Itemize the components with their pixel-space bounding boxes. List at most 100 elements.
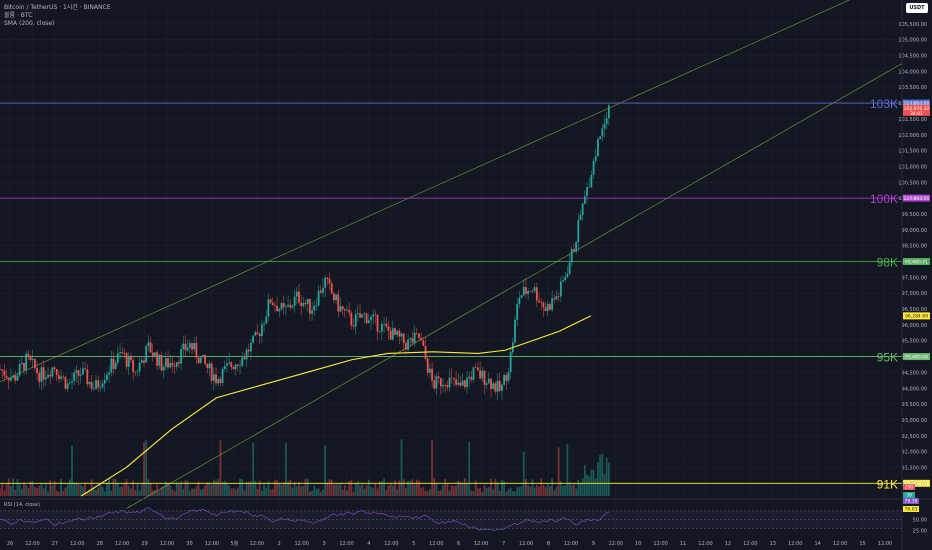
candle-body: [51, 367, 54, 377]
level-label: 103K: [870, 97, 898, 111]
volume-bar: [533, 487, 536, 496]
candle-body: [588, 187, 591, 188]
volume-bar: [230, 488, 233, 496]
volume-bar: [10, 486, 12, 496]
volume-bar: [485, 487, 488, 496]
candle-body: [164, 358, 167, 367]
volume-bar: [44, 482, 47, 496]
candle-body: [280, 303, 283, 309]
candle-body: [470, 376, 473, 380]
rsi-tag-text: 76.03: [905, 507, 918, 513]
volume-bar: [154, 490, 156, 496]
candle-body: [557, 296, 560, 297]
price-tick-label: 93,500.00: [902, 402, 927, 408]
volume-bar: [16, 479, 19, 496]
candle-body: [442, 385, 444, 387]
volume-bar: [472, 491, 475, 496]
level-tag: [903, 99, 930, 107]
channel-line: [126, 63, 903, 509]
volume-bar: [555, 486, 558, 496]
candle-body: [365, 313, 368, 324]
volume-bar: [520, 485, 523, 496]
price-tick-label: 99,500.00: [902, 212, 927, 218]
price-tick-label: 94,500.00: [902, 370, 927, 376]
candle-body: [202, 355, 204, 358]
volume-bar: [250, 481, 252, 496]
candle-body: [169, 363, 172, 368]
volume-bar: [295, 486, 298, 496]
candle-body: [97, 380, 100, 388]
volume-bar: [564, 485, 567, 496]
volume-bar: [607, 462, 610, 496]
volume-bar: [328, 479, 331, 496]
candle-body: [466, 378, 468, 388]
candle-body: [439, 378, 442, 387]
volume-bar: [49, 480, 52, 496]
level-tag-text: 91,000.00: [905, 481, 928, 487]
candle-body: [3, 370, 6, 376]
candle-body: [413, 332, 416, 343]
candle-body: [308, 298, 311, 314]
volume-bar: [173, 491, 176, 496]
candle-body: [354, 314, 357, 327]
price-tick-label: 91,500.00: [902, 465, 927, 471]
volume-bar: [217, 479, 220, 496]
candles: [0, 104, 610, 401]
time-tick-label: 26: [7, 541, 13, 547]
volume-tag: [903, 492, 915, 498]
price-tick-label: 98,000.00: [902, 260, 927, 266]
candle-body: [431, 368, 433, 381]
candle-body: [298, 291, 300, 303]
candle-body: [498, 380, 501, 391]
volume-bar: [197, 481, 200, 496]
candle-body: [217, 378, 220, 384]
candle-body: [230, 362, 233, 368]
volume-bar: [271, 488, 274, 496]
volume-tag-text: 290: [905, 485, 914, 491]
volume-bar: [64, 487, 67, 496]
volume-bar: [289, 479, 292, 496]
candle-body: [77, 370, 80, 376]
volume-bar: [448, 490, 451, 496]
candle-body: [132, 360, 135, 372]
candle-body: [339, 306, 342, 312]
candle-body: [175, 362, 178, 367]
candle-body: [553, 298, 556, 300]
candle-body: [154, 352, 156, 356]
candle-body: [385, 323, 388, 327]
volume-bar: [330, 479, 333, 496]
volume-bar: [450, 485, 453, 496]
candle-body: [110, 358, 113, 373]
volume-bar: [378, 481, 381, 496]
price-tick-label: 99,000.00: [902, 228, 927, 234]
volume-bar: [544, 487, 547, 496]
time-tick-label: 12:00: [833, 541, 847, 547]
candle-body: [284, 306, 287, 308]
volume-bar: [317, 488, 320, 496]
volume-bar: [540, 478, 543, 496]
candle-body: [490, 378, 492, 390]
candle-body: [267, 299, 270, 317]
volume-bar: [409, 481, 412, 496]
volume-bar: [215, 480, 217, 496]
candle-body: [64, 376, 67, 389]
volume-bar: [605, 457, 608, 496]
candle-body: [415, 332, 418, 334]
volume-bar: [208, 482, 211, 496]
volume-bar: [53, 480, 56, 496]
volume-bar: [431, 440, 433, 496]
candle-body: [433, 380, 436, 389]
price-tick-label: 101,500.00: [898, 149, 927, 155]
candle-body: [527, 290, 530, 294]
candle-body: [573, 249, 575, 252]
volume-bar: [551, 478, 554, 496]
time-tick-label: 12:00: [205, 541, 219, 547]
volume-bar: [239, 478, 241, 496]
candle-body: [90, 381, 93, 389]
time-tick-label: 12: [725, 541, 731, 547]
currency-badge[interactable]: USDT: [906, 3, 928, 13]
time-tick-label: 14: [815, 541, 821, 547]
candle-body: [398, 330, 401, 337]
volume-bar: [439, 490, 442, 496]
